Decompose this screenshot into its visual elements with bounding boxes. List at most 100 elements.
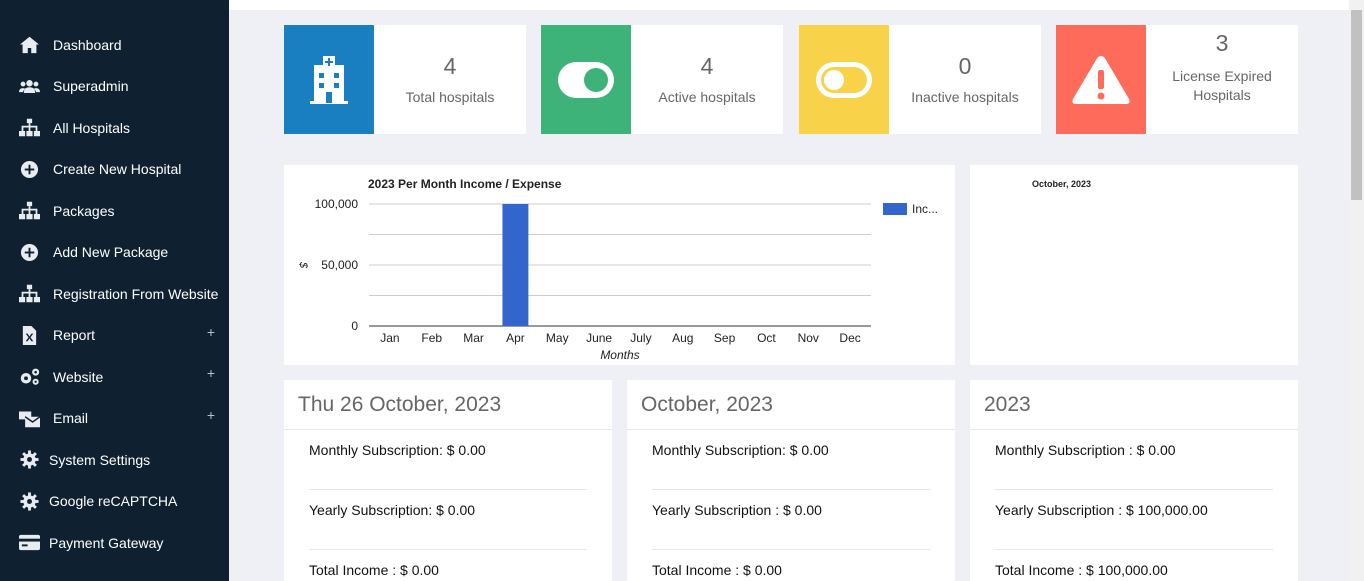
sidebar-item-registration-from-website[interactable]: Registration From Website [0, 273, 229, 315]
chart-title: 2023 Per Month Income / Expense [368, 177, 562, 191]
monthly-subscription: Monthly Subscription: $ 0.00 [309, 430, 587, 490]
stat-label: License Expired Hospitals [1172, 68, 1272, 103]
sidebar-item-website[interactable]: Website + [0, 356, 229, 398]
card-title: October, 2023 [627, 380, 955, 430]
sidebar-item-system-settings[interactable]: System Settings [0, 439, 229, 481]
sidebar-item-label: Add New Package [53, 244, 169, 261]
stat-label: Active hospitals [658, 88, 756, 105]
expand-icon[interactable]: + [206, 365, 215, 381]
sidebar-item-packages[interactable]: Packages [0, 190, 229, 232]
x-tick-label: June [586, 331, 612, 345]
sidebar-item-label: Dashboard [53, 36, 122, 53]
x-tick-label: July [630, 331, 651, 345]
sidebar-item-superadmin[interactable]: Superadmin [0, 66, 229, 108]
x-tick-label: Jan [380, 331, 399, 345]
stat-value: 0 [958, 52, 972, 79]
income-chart-panel: 2023 Per Month Income / Expense 100,000 50… [284, 165, 955, 365]
legend-swatch [883, 203, 907, 215]
yearly-subscription: Yearly Subscription : $ 0.00 [652, 490, 930, 550]
scrollbar[interactable] [1349, 0, 1364, 581]
gear-icon [18, 491, 40, 511]
plus-circle-icon [18, 159, 40, 179]
hospital-icon [284, 25, 374, 134]
total-income: Total Income : $ 100,000.00 [995, 562, 1168, 578]
cogs-icon [18, 367, 40, 387]
daily-summary-card: Thu 26 October, 2023 Monthly Subscriptio… [284, 380, 612, 581]
main-content: 4 Total hospitals 4 Active hospitals 0 I… [229, 0, 1349, 581]
sidebar-item-label: Website [53, 368, 104, 385]
x-tick-label: Sep [714, 331, 736, 345]
sidebar-item-report[interactable]: Report + [0, 315, 229, 357]
x-tick-label: May [546, 331, 569, 345]
sidebar-item-label: Create New Hospital [53, 161, 182, 178]
sidebar-item-dashboard[interactable]: Dashboard [0, 24, 229, 66]
stat-value: 4 [443, 52, 457, 79]
x-tick-label: Oct [757, 331, 776, 345]
stat-value: 3 [1215, 30, 1229, 56]
sitemap-icon [18, 284, 40, 304]
sidebar-item-email[interactable]: Email + [0, 398, 229, 440]
sidebar-item-add-new-package[interactable]: Add New Package [0, 232, 229, 274]
expand-icon[interactable]: + [206, 406, 215, 423]
legend-label: Inc... [912, 202, 938, 216]
monthly-chart-panel: October, 2023 [970, 165, 1298, 365]
expand-icon[interactable]: + [206, 323, 215, 340]
mail-bulk-icon [18, 408, 40, 428]
sidebar-item-label: All Hospitals [53, 119, 131, 136]
bar [502, 204, 529, 326]
card-title: Thu 26 October, 2023 [284, 380, 612, 430]
side-chart-title: October, 2023 [1032, 179, 1092, 189]
sidebar-item-all-hospitals[interactable]: All Hospitals [0, 107, 229, 149]
stat-label: Inactive hospitals [911, 88, 1019, 105]
top-bar [229, 0, 1349, 10]
monthly-summary-card: October, 2023 Monthly Subscription: $ 0.… [627, 380, 955, 581]
monthly-subscription: Monthly Subscription : $ 0.00 [995, 430, 1273, 490]
x-tick-label: Feb [421, 331, 442, 345]
excel-file-icon [18, 325, 40, 345]
x-tick-label: Apr [506, 331, 525, 345]
x-axis-label: Months [600, 348, 639, 362]
users-icon [18, 76, 40, 96]
x-tick-label: Aug [672, 331, 693, 345]
sidebar-item-google-recaptcha[interactable]: Google reCAPTCHA [0, 481, 229, 523]
sidebar: Dashboard Superadmin All Hospitals Creat… [0, 0, 229, 581]
sidebar-item-label: Superadmin [53, 78, 129, 95]
stat-card-active-hospitals[interactable]: 4 Active hospitals [541, 25, 783, 134]
y-tick-label: 100,000 [315, 197, 359, 211]
stat-label: Total hospitals [405, 88, 495, 105]
plus-circle-icon [18, 242, 40, 262]
home-icon [18, 35, 40, 55]
total-income: Total Income : $ 0.00 [309, 562, 439, 578]
credit-card-icon [18, 533, 40, 553]
yearly-summary-card: 2023 Monthly Subscription : $ 0.00 Yearl… [970, 380, 1298, 581]
y-tick-label: 0 [351, 319, 358, 333]
sidebar-item-create-new-hospital[interactable]: Create New Hospital [0, 149, 229, 191]
monthly-subscription: Monthly Subscription: $ 0.00 [652, 430, 930, 490]
yearly-subscription: Yearly Subscription: $ 0.00 [309, 490, 587, 550]
income-expense-chart: 2023 Per Month Income / Expense 100,000 50… [297, 177, 938, 362]
sidebar-item-label: Registration From Website [53, 285, 219, 302]
stat-card-inactive-hospitals[interactable]: 0 Inactive hospitals [799, 25, 1041, 134]
y-tick-label: 50,000 [321, 258, 358, 272]
sidebar-menu: Dashboard Superadmin All Hospitals Creat… [0, 0, 229, 564]
sidebar-item-label: Google reCAPTCHA [49, 493, 178, 510]
sidebar-item-label: Report [53, 327, 96, 344]
stat-card-total-hospitals[interactable]: 4 Total hospitals [284, 25, 526, 134]
stat-value: 4 [700, 52, 714, 79]
x-tick-label: Mar [463, 331, 484, 345]
stat-card-license-expired[interactable]: 3 License Expired Hospitals [1056, 25, 1298, 134]
sidebar-item-label: Email [53, 410, 89, 427]
sitemap-icon [18, 118, 40, 138]
x-tick-label: Nov [798, 331, 819, 345]
yearly-subscription: Yearly Subscription : $ 100,000.00 [995, 490, 1273, 550]
gear-icon [18, 450, 40, 470]
sidebar-item-label: System Settings [49, 451, 151, 468]
sidebar-item-label: Payment Gateway [49, 534, 164, 551]
warning-icon [1056, 25, 1146, 134]
scrollbar-thumb[interactable] [1351, 10, 1362, 200]
sidebar-item-payment-gateway[interactable]: Payment Gateway [0, 522, 229, 564]
toggle-off-icon [799, 25, 889, 134]
total-income: Total Income : $ 0.00 [652, 562, 782, 578]
toggle-on-icon [541, 25, 631, 134]
card-title: 2023 [970, 380, 1298, 430]
